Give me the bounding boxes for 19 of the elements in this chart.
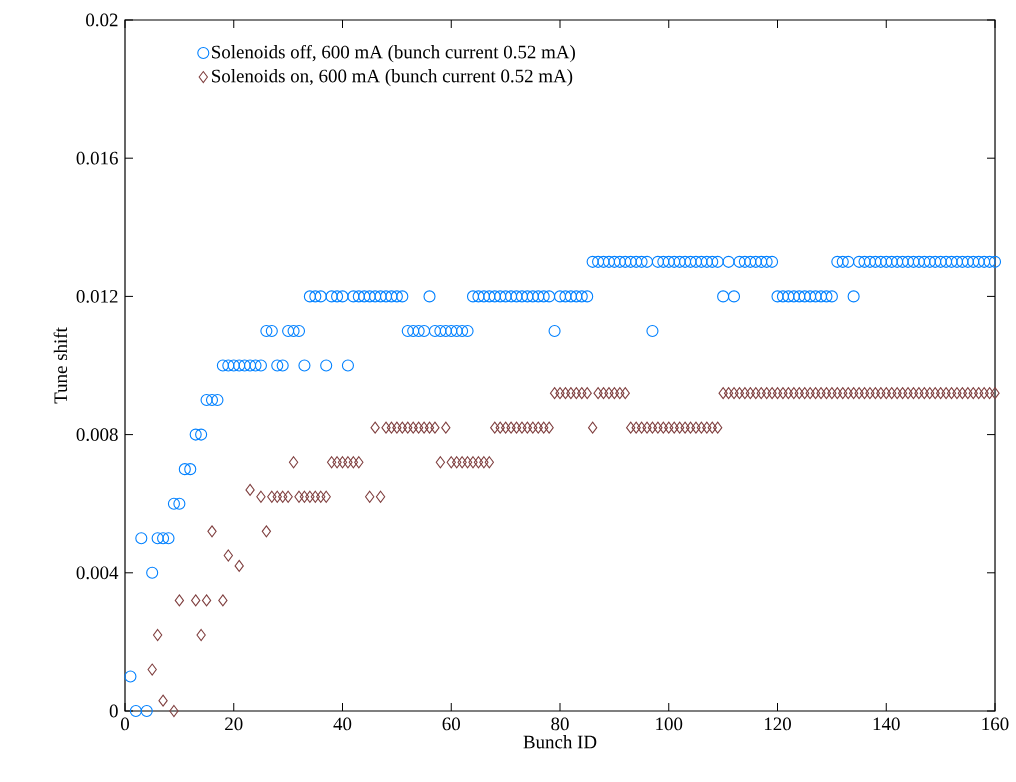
y-tick-label: 0.02 — [86, 13, 118, 27]
y-tick-label: 0.012 — [76, 289, 118, 303]
x-tick-label: 160 — [982, 717, 1009, 731]
x-tick-label: 60 — [442, 717, 460, 731]
y-tick-label: 0.008 — [76, 428, 118, 442]
legend-label: Solenoids off, 600 mA (bunch current 0.52 mA) — [212, 44, 575, 63]
x-tick-label: 120 — [764, 717, 791, 731]
x-tick-label: 140 — [873, 717, 900, 731]
y-tick-label: 0.016 — [76, 151, 118, 165]
x-tick-label: 40 — [333, 717, 352, 731]
x-axis-title: Bunch ID — [523, 735, 597, 749]
x-tick-label: 20 — [225, 717, 243, 731]
x-tick-label: 0 — [120, 717, 129, 731]
y-tick-label: 0.004 — [76, 566, 119, 580]
legend-label: Solenoids on, 600 mA (bunch current 0.52 mA) — [212, 69, 573, 87]
y-tick-label: 0 — [109, 704, 118, 718]
y-axis-title: Tune shift — [53, 327, 68, 404]
x-tick-label: 80 — [551, 717, 569, 731]
x-tick-label: 100 — [656, 717, 683, 731]
